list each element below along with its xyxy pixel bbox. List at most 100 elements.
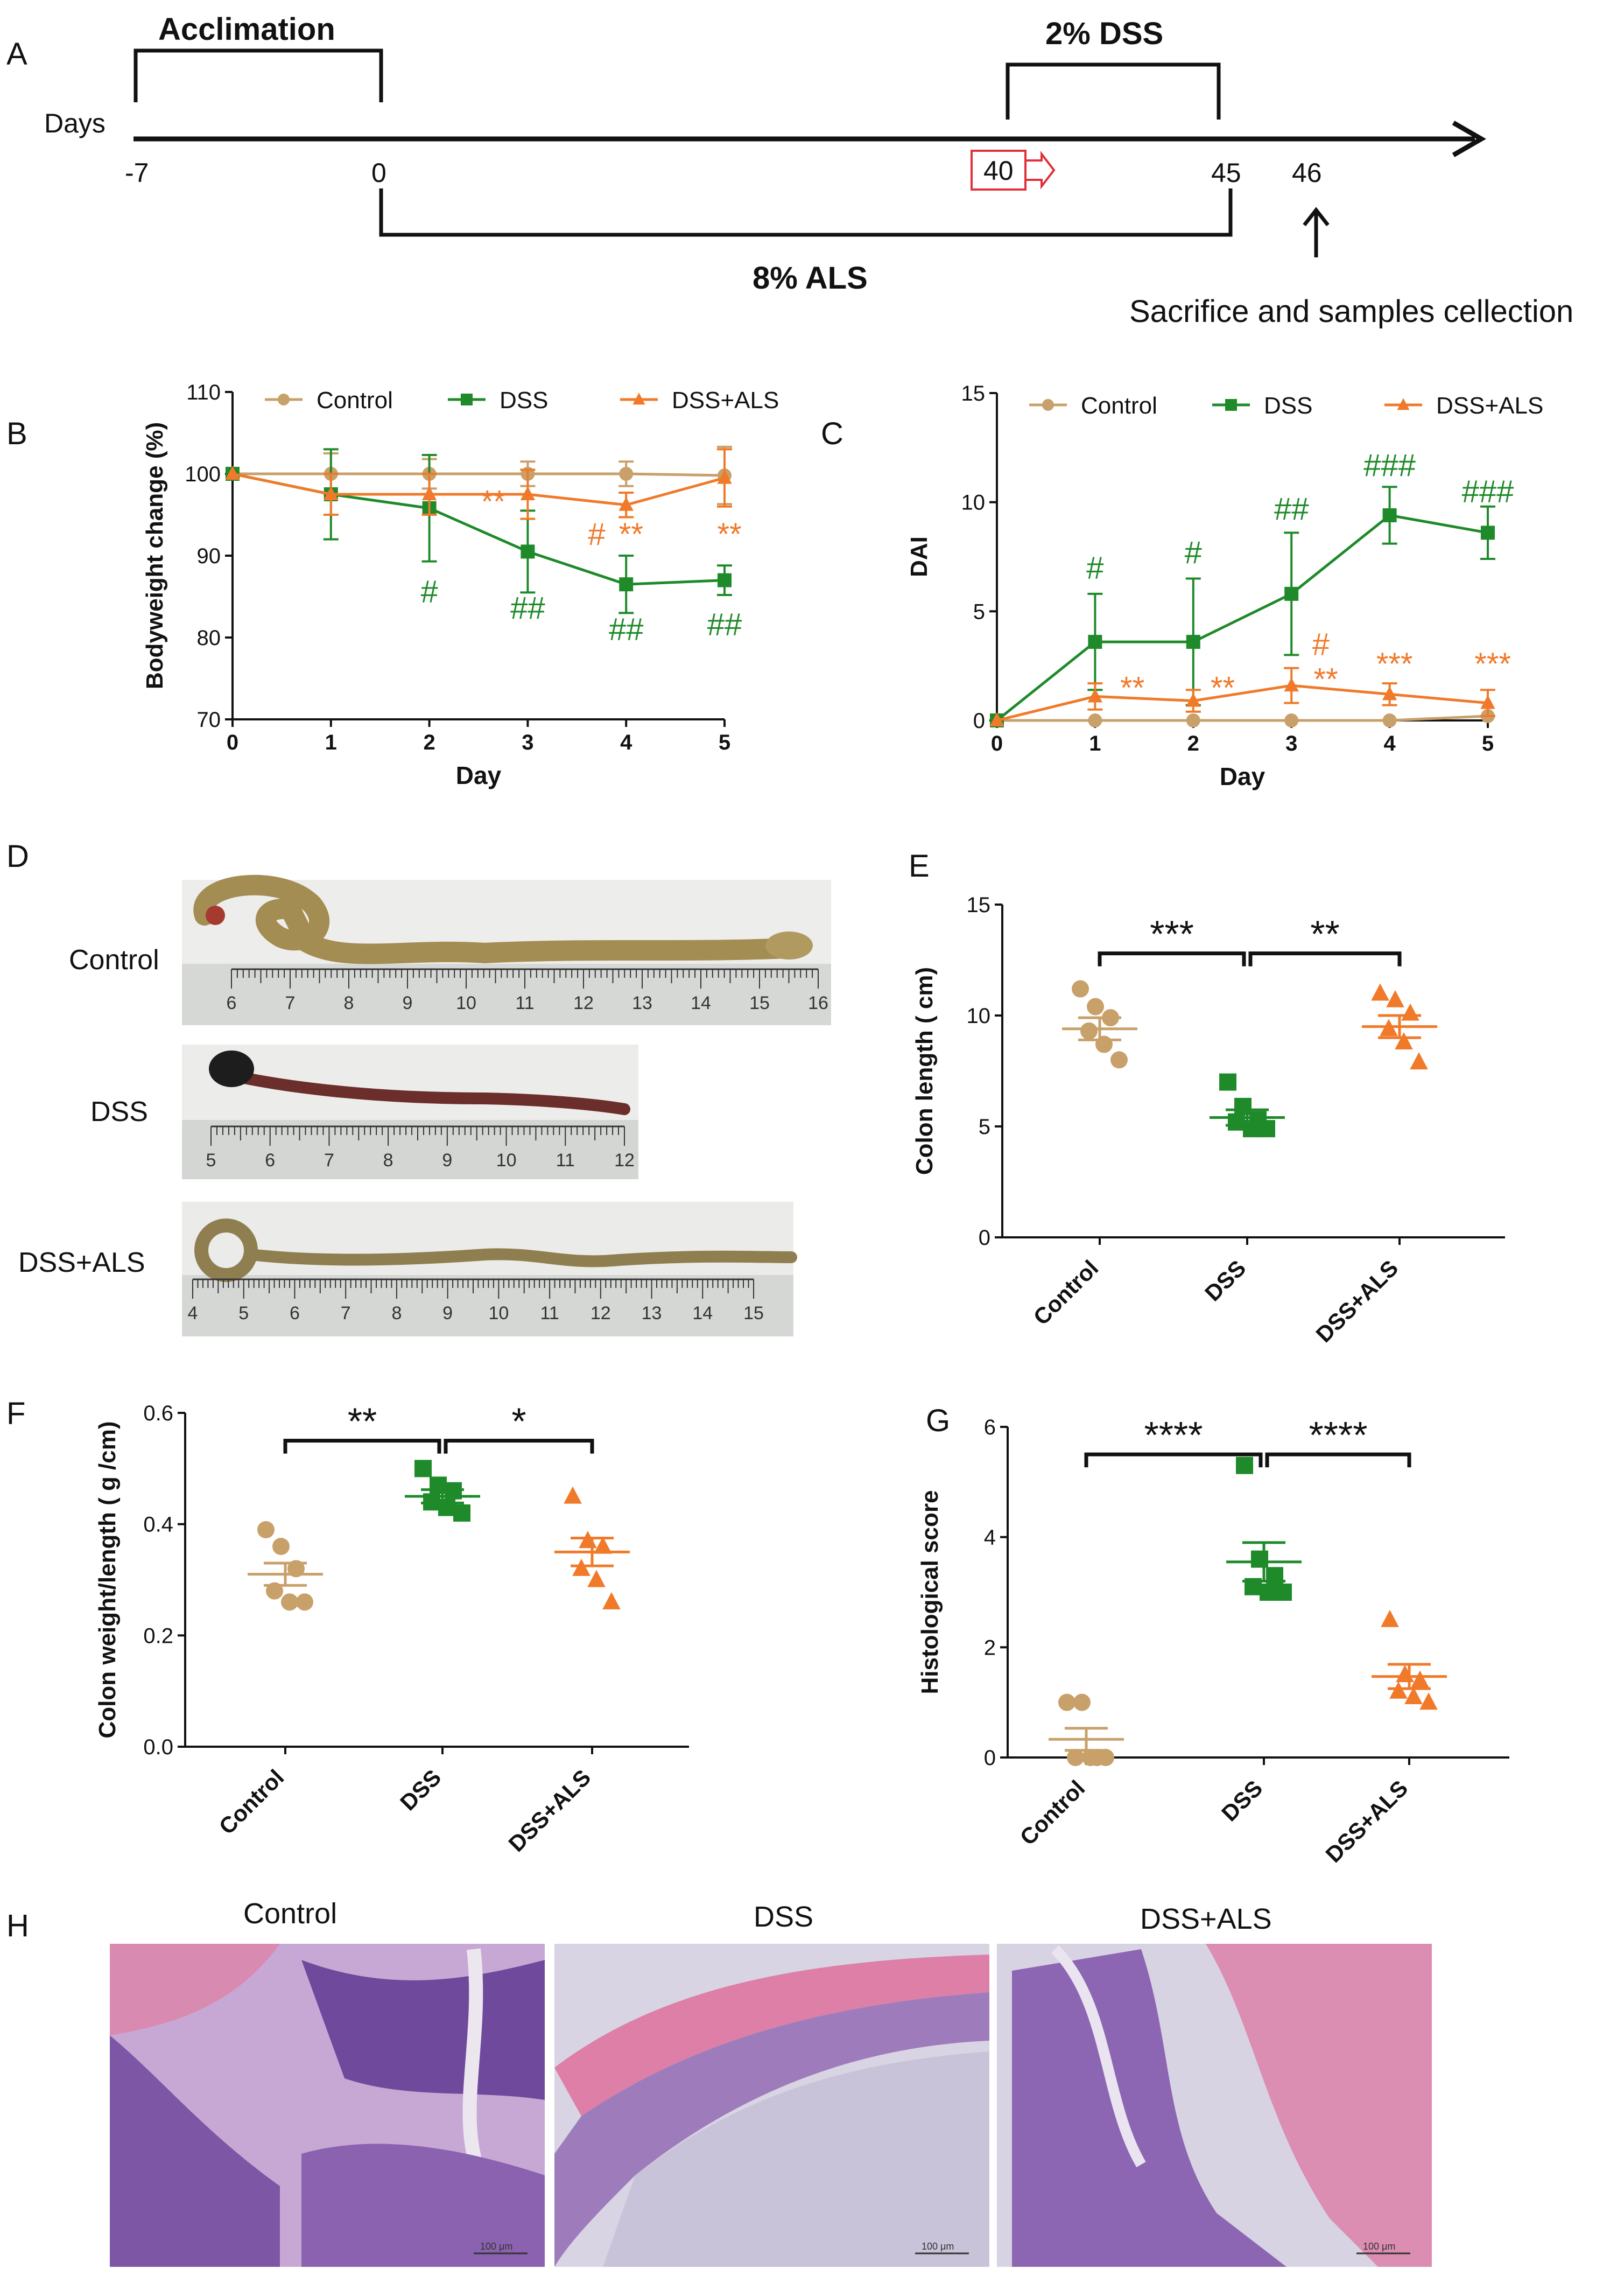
y-axis-title: Colon weight/length ( g /cm) bbox=[94, 1421, 121, 1738]
data-point bbox=[1087, 998, 1104, 1016]
data-point bbox=[1275, 1584, 1292, 1601]
y-tick-label: 0 bbox=[979, 1226, 990, 1250]
series-line-control bbox=[997, 715, 1488, 722]
series-line-control bbox=[233, 472, 725, 477]
y-tick-label: 5 bbox=[979, 1115, 990, 1139]
x-tick-label: 5 bbox=[719, 731, 730, 754]
sacrifice-label: Sacrifice and samples cellection bbox=[1129, 294, 1573, 329]
data-point bbox=[619, 467, 634, 481]
colon-photo-control: 6 7 8 9 10 11 12 13 14 15 16 bbox=[182, 874, 831, 1025]
data-point bbox=[1186, 635, 1200, 649]
tick-46: 46 bbox=[1292, 158, 1322, 188]
tick-minus7: -7 bbox=[125, 158, 149, 188]
data-point bbox=[618, 496, 634, 511]
x-tick-label: 4 bbox=[1383, 732, 1396, 755]
data-point bbox=[1087, 688, 1103, 703]
panel-label-h: H bbox=[6, 1908, 29, 1943]
data-point bbox=[272, 1538, 290, 1555]
data-point bbox=[1401, 1003, 1419, 1021]
x-tick-label: Control bbox=[1015, 1775, 1090, 1850]
data-point bbox=[717, 470, 732, 484]
significance-mark: **** bbox=[1144, 1414, 1203, 1456]
ruler-label: 8 bbox=[383, 1150, 393, 1171]
data-point bbox=[1080, 1022, 1098, 1040]
timeline-panel: A Days Acclimation 2% DSS 8% ALS -7 0 40… bbox=[6, 12, 1573, 329]
histology-image-dss-als: 100 μm bbox=[997, 1944, 1432, 2267]
significance-mark: # bbox=[420, 575, 438, 610]
histology-title-dss: DSS bbox=[754, 1901, 813, 1933]
significance-bracket bbox=[283, 1439, 441, 1454]
y-tick-label: 0 bbox=[973, 709, 985, 733]
significance-mark: ## bbox=[510, 591, 545, 626]
scalebar-label-dss: 100 μm bbox=[922, 2241, 954, 2252]
y-tick-label: 0.0 bbox=[143, 1735, 173, 1759]
x-tick-label: DSS+ALS bbox=[1311, 1255, 1403, 1347]
x-tick-label: DSS bbox=[395, 1764, 446, 1815]
panel-label-f: F bbox=[6, 1396, 25, 1431]
sacrifice-arrow-icon bbox=[1303, 207, 1330, 227]
x-tick-label: 1 bbox=[325, 731, 337, 754]
data-point bbox=[521, 544, 535, 559]
colon-photo-dss-als: 4 5 6 7 8 9 10 11 12 13 14 15 bbox=[182, 1202, 797, 1336]
acclimation-bracket bbox=[133, 48, 383, 102]
histology-title-control: Control bbox=[243, 1897, 337, 1930]
data-point bbox=[1481, 526, 1495, 540]
data-point bbox=[1284, 677, 1299, 692]
x-axis-title: Day bbox=[456, 761, 502, 789]
data-point bbox=[296, 1593, 313, 1611]
photo-label-control: Control bbox=[69, 944, 159, 976]
colon-photo-dss: 5 6 7 8 9 10 11 12 bbox=[182, 1045, 638, 1179]
data-point bbox=[1058, 1693, 1075, 1711]
x-tick-label: 3 bbox=[522, 731, 533, 754]
significance-mark: ** bbox=[619, 517, 643, 552]
ruler-label: 8 bbox=[344, 993, 354, 1013]
y-tick-label: 0.6 bbox=[143, 1402, 173, 1425]
colon-photos-panel: Control DSS DSS+ALS 6 7 8 9 10 11 12 13 14 15 16 5… bbox=[18, 874, 831, 1336]
legend-marker bbox=[1397, 398, 1410, 410]
significance-mark: ** bbox=[1313, 662, 1338, 697]
colon-length-chart: 0 5 10 15 Colon length ( cm) Control DSS DSS+AL… bbox=[911, 893, 1505, 1347]
y-tick-label: 15 bbox=[967, 893, 991, 917]
day40-box bbox=[971, 150, 1027, 191]
y-tick-label: 0.4 bbox=[143, 1513, 173, 1537]
photo-label-dss: DSS bbox=[90, 1096, 148, 1128]
significance-bracket bbox=[1084, 1452, 1263, 1468]
ruler-label: 7 bbox=[341, 1303, 351, 1323]
significance-mark: * bbox=[511, 1400, 526, 1442]
y-axis-title: DAI bbox=[906, 536, 932, 577]
significance-mark: *** bbox=[1376, 647, 1413, 682]
y-tick-label: 0.2 bbox=[143, 1624, 173, 1648]
significance-mark: ** bbox=[1211, 670, 1235, 705]
x-tick-label: DSS+ALS bbox=[1320, 1775, 1412, 1867]
ruler-label: 15 bbox=[749, 993, 770, 1013]
legend-marker bbox=[632, 393, 645, 405]
x-axis-title: Day bbox=[1220, 762, 1266, 790]
significance-bracket bbox=[1098, 951, 1246, 967]
ruler-label: 7 bbox=[285, 993, 296, 1013]
ruler-dss-als: 4 5 6 7 8 9 10 11 12 13 14 15 bbox=[188, 1278, 764, 1323]
y-tick-label: 5 bbox=[973, 600, 985, 624]
ruler-label: 12 bbox=[573, 993, 594, 1013]
legend-label: DSS bbox=[1264, 393, 1312, 419]
ruler-label: 11 bbox=[515, 993, 534, 1013]
significance-mark: ## bbox=[1274, 492, 1309, 527]
histology-image-dss: 100 μm bbox=[554, 1944, 989, 2267]
ruler-label: 5 bbox=[238, 1303, 249, 1323]
x-tick-label: DSS bbox=[1217, 1775, 1267, 1826]
y-tick-label: 80 bbox=[197, 626, 221, 650]
y-tick-label: 15 bbox=[961, 382, 986, 405]
significance-mark: *** bbox=[1474, 647, 1511, 682]
data-point bbox=[1243, 1120, 1260, 1138]
ruler-label: 9 bbox=[442, 1150, 452, 1171]
significance-mark: # bbox=[588, 517, 605, 552]
days-label: Days bbox=[44, 108, 106, 138]
significance-mark: ** bbox=[718, 517, 742, 552]
bodyweight-chart: 70 80 90 100 110 Bodyweight change (%) 0 1 2 3 4 5 D… bbox=[142, 381, 779, 789]
panel-label-d: D bbox=[6, 839, 29, 874]
ruler-label: 10 bbox=[496, 1150, 517, 1171]
ruler-label: 12 bbox=[590, 1303, 611, 1323]
data-point bbox=[1284, 713, 1299, 727]
legend-marker bbox=[461, 394, 473, 405]
ruler-label: 9 bbox=[442, 1303, 453, 1323]
